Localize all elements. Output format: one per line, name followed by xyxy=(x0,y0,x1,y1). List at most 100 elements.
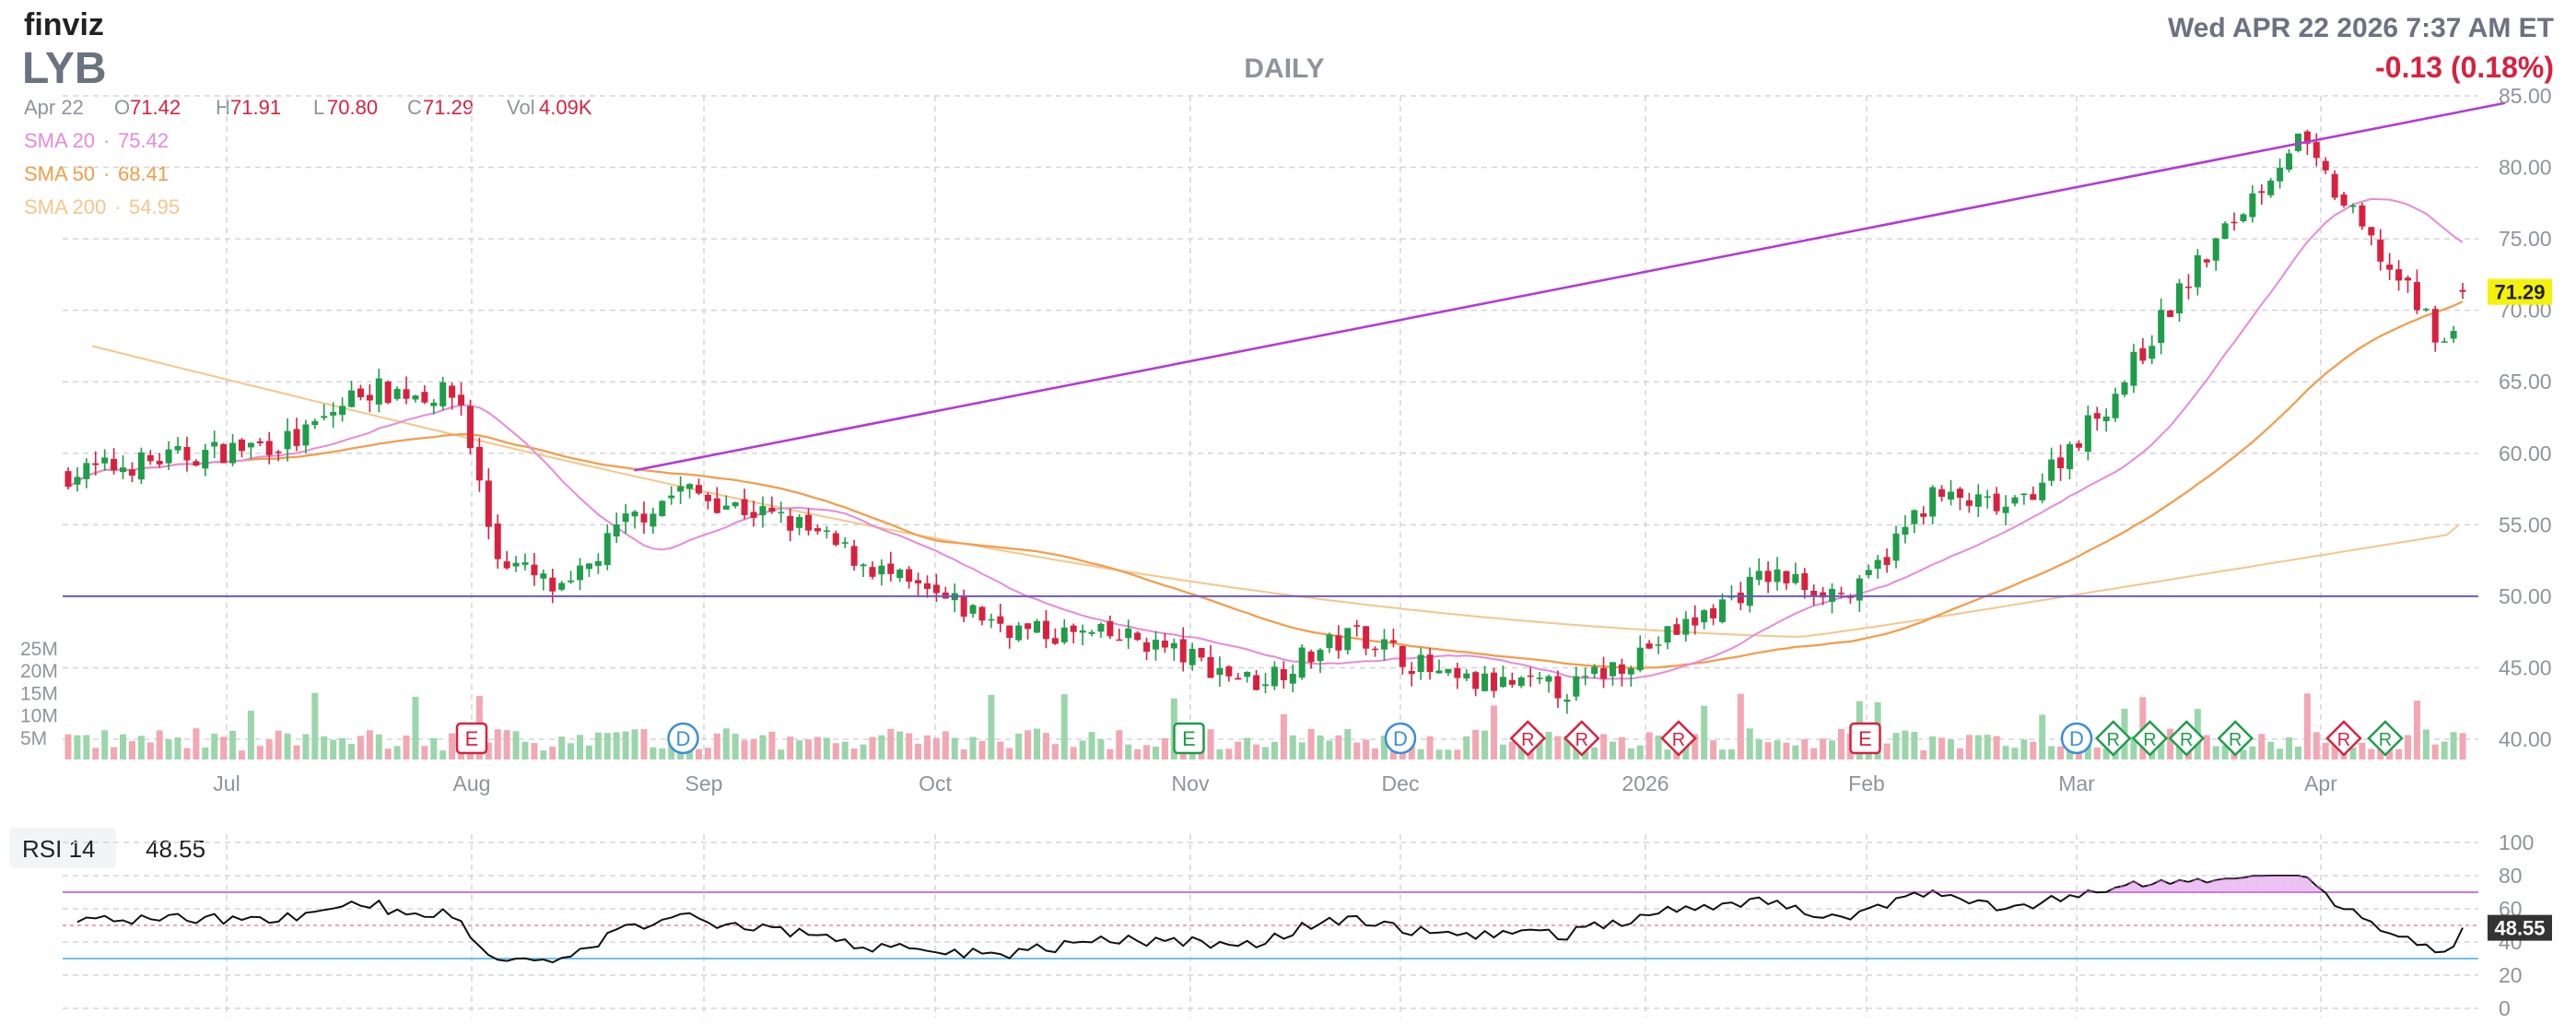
sma50-value: 68.41 xyxy=(118,162,169,185)
volume-bar xyxy=(1134,748,1142,759)
volume-bar xyxy=(1920,750,1927,759)
volume-bar xyxy=(1262,747,1270,759)
sma20-label[interactable]: SMA 20 xyxy=(24,129,95,152)
candle-body xyxy=(695,485,702,494)
candle-body xyxy=(2130,351,2137,386)
high-value: 71.91 xyxy=(230,96,281,119)
volume-bar xyxy=(796,740,803,759)
volume-bar xyxy=(1820,738,1827,759)
candle-body xyxy=(787,515,794,531)
candle-body xyxy=(1719,599,1727,622)
candle-body xyxy=(2167,310,2174,317)
rsi-overbought-fill xyxy=(2165,884,2175,892)
volume-bar xyxy=(1499,744,1506,759)
rsi-overbought-fill xyxy=(2302,877,2313,892)
volume-bar xyxy=(1006,748,1013,759)
volume-tick-label: 5M xyxy=(20,728,47,749)
volume-bar xyxy=(759,735,767,759)
rsi-label[interactable]: RSI 14 xyxy=(22,835,96,863)
candle-body xyxy=(1344,628,1352,651)
candle-body xyxy=(1974,494,1982,507)
date-tick-label: Apr xyxy=(2304,771,2337,795)
candlesticks xyxy=(64,129,2466,714)
volume-bar xyxy=(92,748,100,759)
rsi-overbought-fill xyxy=(2174,879,2184,892)
volume-bar xyxy=(1353,742,1361,759)
candle-body xyxy=(1134,632,1142,641)
candle-body xyxy=(869,567,876,577)
candle-body xyxy=(494,524,501,559)
candle-body xyxy=(850,546,858,566)
volume-bar xyxy=(512,731,520,759)
rsi-overbought-fill xyxy=(2111,888,2121,892)
volume-bar xyxy=(2240,749,2247,759)
date-tick-label: Dec xyxy=(1382,771,1420,795)
candle-body xyxy=(814,528,821,532)
candle-body xyxy=(1170,642,1177,649)
candle-body xyxy=(722,505,730,510)
candle-body xyxy=(2405,277,2412,281)
volume-bar xyxy=(1746,728,1753,759)
volume-bar xyxy=(2294,746,2301,759)
candle-body xyxy=(247,442,254,448)
candle-body xyxy=(1774,569,1781,583)
volume-bar xyxy=(613,732,620,759)
candle-body xyxy=(2203,259,2210,263)
candle-body xyxy=(2121,382,2128,395)
drawn-lines[interactable] xyxy=(63,101,2506,597)
candle-body xyxy=(1161,641,1168,648)
volume-bar xyxy=(1837,728,1844,759)
candle-body xyxy=(1948,491,1955,500)
candle-body xyxy=(1088,631,1095,634)
volume-bar xyxy=(1627,748,1634,759)
candle-body xyxy=(1710,607,1717,618)
volume-bar xyxy=(412,697,419,759)
volume-bar xyxy=(1435,749,1443,759)
candle-body xyxy=(2057,457,2065,468)
rating-marker-label: R xyxy=(1672,730,1685,750)
rsi-tick-label: 80 xyxy=(2499,864,2523,888)
sma200-label[interactable]: SMA 200 xyxy=(24,195,106,218)
candle-body xyxy=(1472,672,1480,689)
candle-body xyxy=(1244,672,1251,677)
volume-bar xyxy=(485,742,492,759)
rating-marker-label: R xyxy=(2337,730,2350,750)
volume-bar xyxy=(577,735,584,759)
candle-body xyxy=(2267,180,2275,195)
rating-marker xyxy=(2325,720,2362,757)
price-tick-label: 85.00 xyxy=(2499,84,2552,108)
candle-body xyxy=(1737,593,1744,604)
price-change: -0.13 (0.18%) xyxy=(2375,51,2554,84)
volume-bar xyxy=(1737,693,1744,759)
date-tick-label: Oct xyxy=(919,771,952,795)
volume-bar xyxy=(2450,732,2457,759)
volume-bar xyxy=(1965,735,1973,759)
candle-body xyxy=(1874,559,1881,570)
volume-bar xyxy=(1025,730,1032,759)
sma50-label[interactable]: SMA 50 xyxy=(24,162,95,185)
dividend-marker-label: D xyxy=(676,727,691,750)
rating-marker-label: R xyxy=(2229,730,2242,750)
price-tick-label: 45.00 xyxy=(2499,655,2552,679)
candle-body xyxy=(704,494,711,501)
rating-marker xyxy=(2367,720,2404,757)
volume-bar xyxy=(2313,732,2320,759)
candle-body xyxy=(2303,131,2311,144)
rsi-overbought-fill xyxy=(2256,876,2266,892)
rating-marker xyxy=(1563,720,1600,757)
date-tick-label: Jul xyxy=(213,771,240,795)
rating-marker xyxy=(1509,720,1547,757)
volume-bar xyxy=(2212,746,2219,759)
candle-body xyxy=(211,441,218,447)
volume-bar xyxy=(1517,745,1525,759)
candle-body xyxy=(1491,672,1498,691)
candle-body xyxy=(1591,666,1598,675)
rating-marker-label: R xyxy=(2379,730,2392,750)
rating-marker xyxy=(2094,720,2132,757)
brand-logo[interactable]: finviz xyxy=(24,7,104,42)
rsi-label-box[interactable] xyxy=(9,828,116,868)
candle-body xyxy=(1326,634,1333,649)
volume-bar xyxy=(220,736,228,759)
volume-bar xyxy=(2048,746,2055,759)
